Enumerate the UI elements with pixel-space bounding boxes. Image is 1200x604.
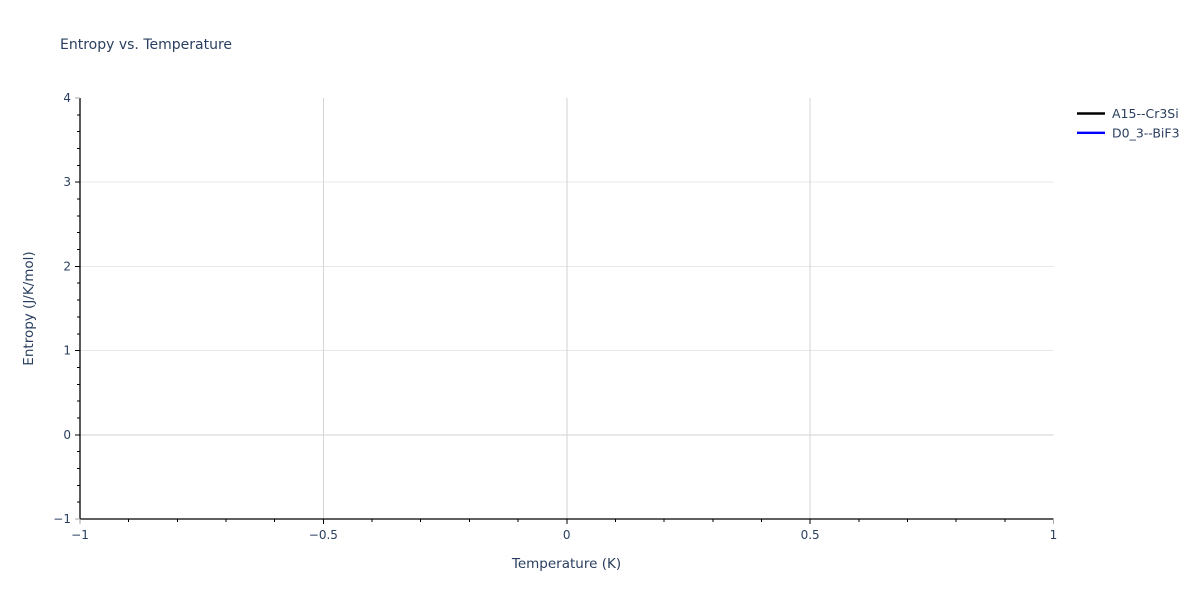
legend-entry-1[interactable]: D0_3--BiF3 xyxy=(1077,125,1180,140)
x-tick-label: 0 xyxy=(563,528,571,542)
y-tick-label: 4 xyxy=(63,91,71,105)
legend: A15--Cr3Si D0_3--BiF3 xyxy=(1077,106,1180,140)
y-tick-label: 2 xyxy=(63,259,71,273)
y-tick-label: −1 xyxy=(53,512,71,526)
legend-label: A15--Cr3Si xyxy=(1112,106,1179,121)
tick-label-layer: −1 −0.5 0 0.5 1 −1 0 1 2 3 4 xyxy=(53,91,1057,542)
x-tick-label: −1 xyxy=(71,528,89,542)
legend-entry-0[interactable]: A15--Cr3Si xyxy=(1077,106,1179,121)
y-tick-label: 3 xyxy=(63,175,71,189)
x-tick-label: 0.5 xyxy=(801,528,820,542)
chart-title: Entropy vs. Temperature xyxy=(60,37,232,53)
legend-label: D0_3--BiF3 xyxy=(1112,125,1180,140)
grid-layer xyxy=(80,98,1054,519)
x-tick-label: −0.5 xyxy=(309,528,338,542)
y-axis-title: Entropy (J/K/mol) xyxy=(21,251,37,365)
x-tick-label: 1 xyxy=(1050,528,1058,542)
y-tick-label: 1 xyxy=(63,344,71,358)
x-axis-title: Temperature (K) xyxy=(511,556,621,572)
axes-layer xyxy=(75,97,1054,524)
y-tick-label: 0 xyxy=(63,428,71,442)
